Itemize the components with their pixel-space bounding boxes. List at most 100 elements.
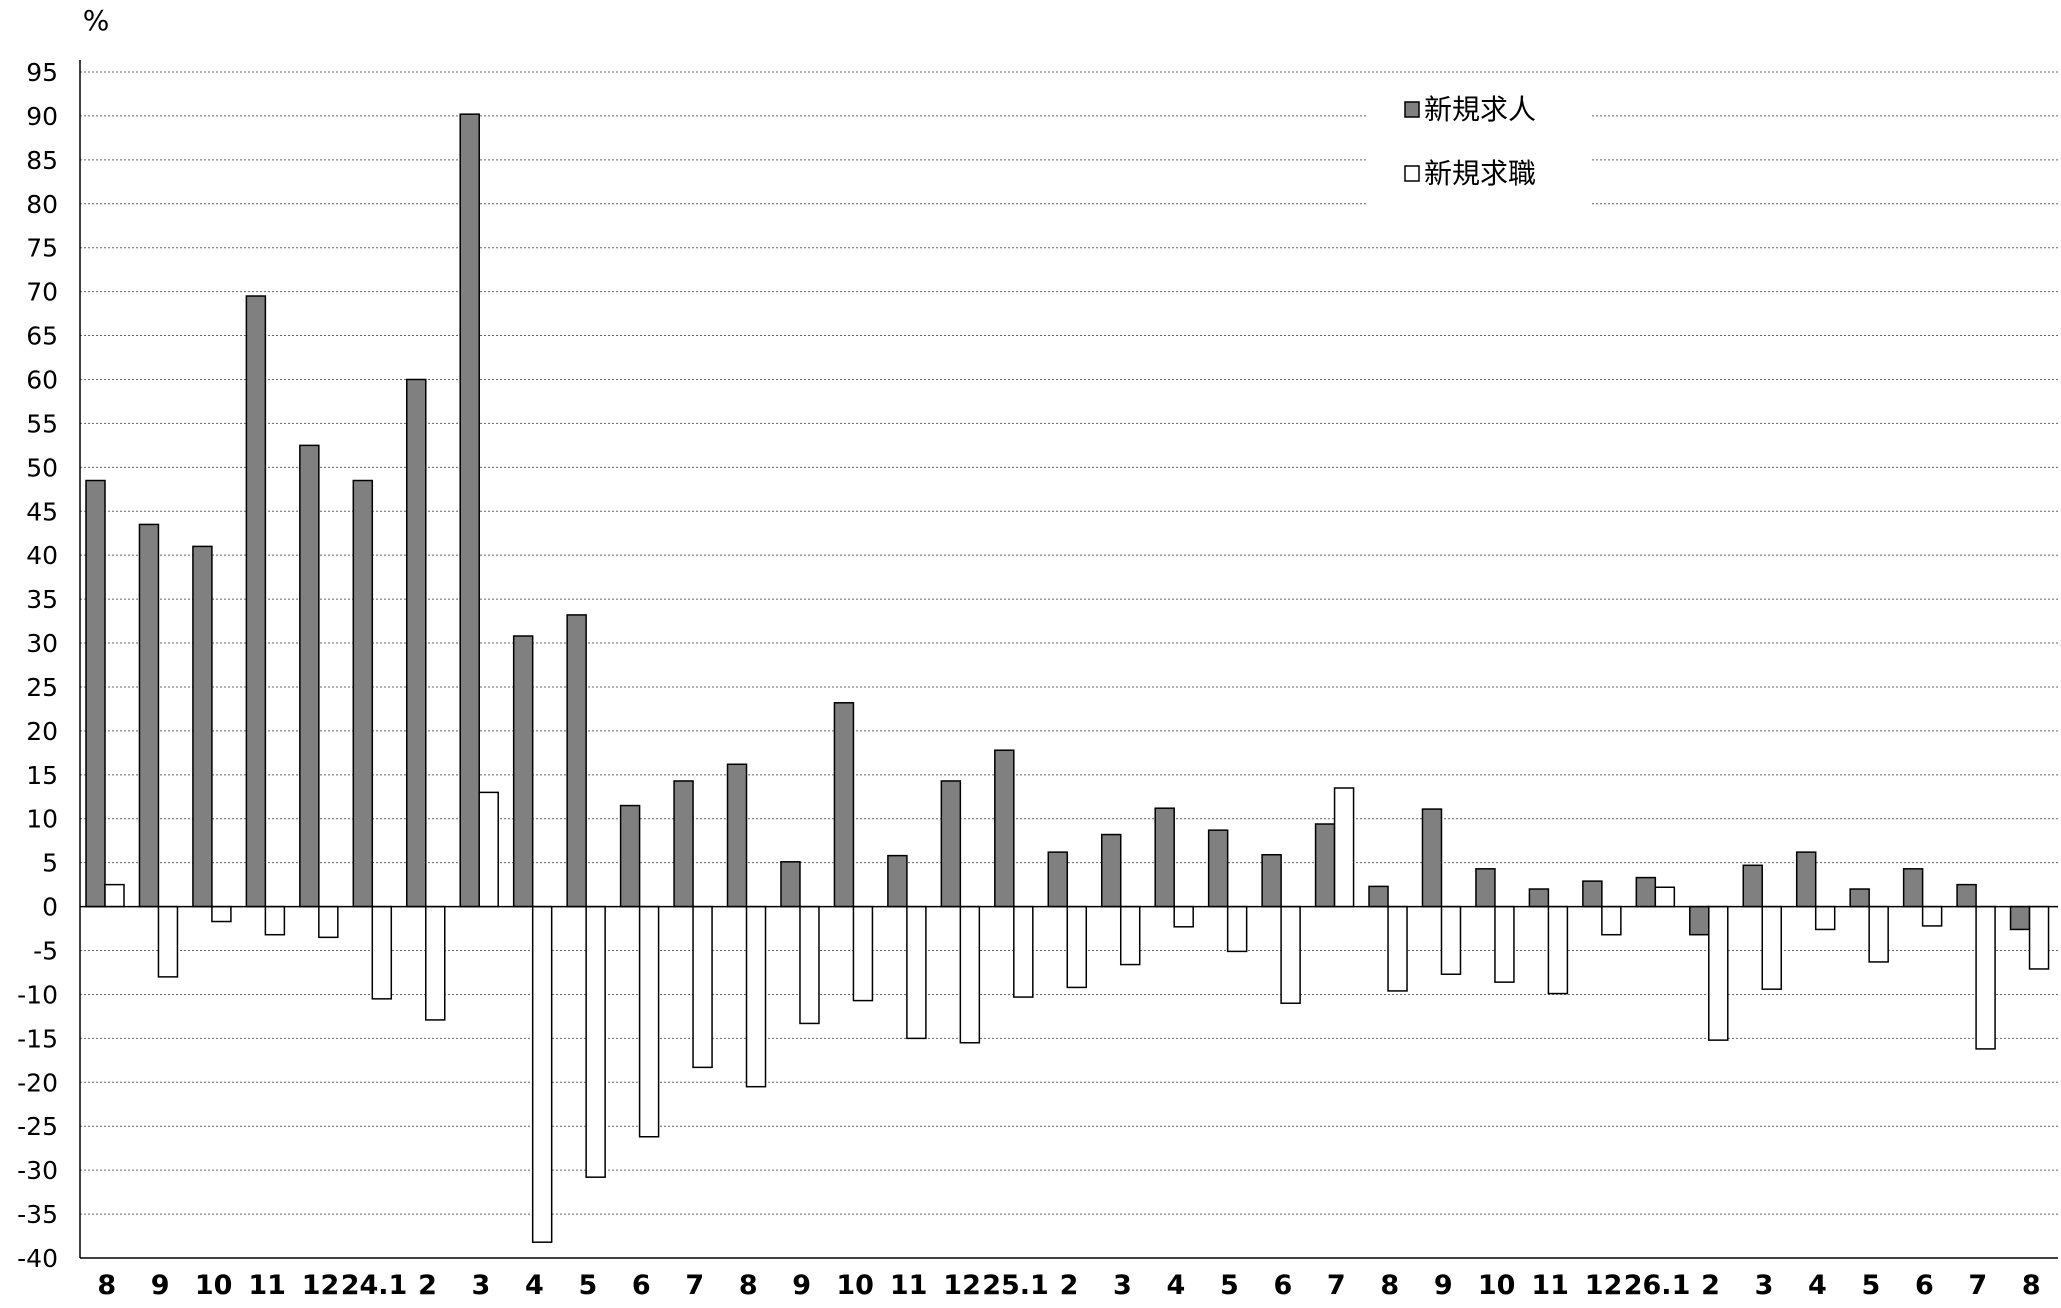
- bar-new-applicants: [371, 905, 393, 1000]
- bar-new-openings: [1207, 829, 1229, 908]
- y-axis-ticks: -40 -35 -30 -25 -20 -15 -10 -5 0 5 10 15 20 25 30 35 40 4…: [17, 58, 58, 1273]
- bar-new-applicants: [157, 905, 179, 978]
- bar-new-openings: [1635, 876, 1657, 908]
- y-tick-label: 20: [26, 717, 58, 746]
- bar-new-openings: [780, 861, 801, 908]
- y-tick-label: 40: [26, 541, 58, 570]
- bar-new-applicants: [1708, 905, 1729, 1041]
- x-tick-label: 11: [248, 1270, 286, 1301]
- y-tick-label: 10: [26, 805, 58, 834]
- bar-new-openings: [1849, 888, 1870, 908]
- bar-new-applicants: [1119, 905, 1141, 966]
- bar-new-openings: [994, 749, 1015, 908]
- bar-new-openings: [1475, 868, 1496, 908]
- y-tick-label: 85: [26, 146, 58, 175]
- x-tick-label: 6: [1273, 1270, 1292, 1301]
- bar-new-applicants: [906, 905, 927, 1040]
- y-tick-label: 45: [26, 497, 58, 526]
- legend-swatch: [1404, 165, 1420, 182]
- bar-new-openings: [1689, 905, 1710, 936]
- x-tick-label: 7: [685, 1270, 704, 1301]
- gridlines: [80, 71, 2058, 1215]
- x-tick-label: 6: [1915, 1270, 1934, 1301]
- y-tick-label: 30: [26, 629, 58, 658]
- x-tick-label: 12: [943, 1270, 981, 1301]
- y-tick-label: 80: [26, 190, 58, 219]
- bars: [85, 113, 2050, 1243]
- x-tick-label: 2: [1060, 1270, 1079, 1301]
- bar-new-applicants: [1547, 905, 1569, 995]
- bar-new-openings: [2009, 905, 2031, 931]
- bar-new-openings: [673, 780, 694, 908]
- bar-new-openings: [459, 113, 480, 908]
- bar-new-openings: [299, 444, 320, 908]
- y-tick-label: 25: [26, 673, 58, 702]
- bar-new-openings: [566, 614, 587, 908]
- x-tick-label: 10: [836, 1270, 874, 1301]
- bar-new-openings: [940, 780, 962, 908]
- y-tick-label: 90: [26, 102, 58, 131]
- bar-new-applicants: [1280, 905, 1301, 1004]
- x-tick-label: 4: [1167, 1270, 1186, 1301]
- x-tick-label: 9: [1434, 1270, 1453, 1301]
- x-tick-label: 7: [1968, 1270, 1987, 1301]
- y-tick-label: -35: [17, 1200, 58, 1229]
- bar-new-openings: [85, 479, 106, 908]
- x-tick-label: 10: [1478, 1270, 1516, 1301]
- bar-new-applicants: [1440, 905, 1462, 975]
- y-axis-label: %: [83, 4, 110, 37]
- x-tick-label: 26.1: [1624, 1270, 1691, 1301]
- bar-new-applicants: [1868, 905, 1889, 963]
- x-tick-label: 8: [739, 1270, 758, 1301]
- bar-new-openings: [138, 523, 160, 908]
- bar-new-applicants: [264, 905, 286, 936]
- bar-new-openings: [726, 763, 748, 908]
- x-tick-label: 9: [151, 1270, 170, 1301]
- bar-new-applicants: [1013, 905, 1034, 998]
- bar-new-applicants: [1387, 905, 1408, 992]
- bar-new-openings: [245, 295, 267, 908]
- bar-new-applicants: [1226, 905, 1248, 953]
- bar-new-applicants: [2028, 905, 2050, 970]
- bar-new-applicants: [959, 905, 981, 1044]
- bar-new-openings: [833, 702, 855, 908]
- x-tick-label: 2: [1701, 1270, 1720, 1301]
- x-tick-label: 11: [1531, 1270, 1569, 1301]
- bar-new-openings: [1528, 888, 1550, 908]
- y-tick-label: 0: [42, 893, 58, 922]
- y-tick-label: 15: [26, 761, 58, 790]
- x-tick-label: 3: [472, 1270, 491, 1301]
- bar-new-openings: [1421, 808, 1443, 908]
- bar-new-applicants: [318, 905, 339, 939]
- bar-new-applicants: [211, 905, 232, 923]
- x-tick-label: 25.1: [982, 1270, 1049, 1301]
- bar-new-openings: [1582, 880, 1603, 908]
- bar-new-applicants: [1814, 905, 1836, 931]
- axes: [79, 60, 2058, 1259]
- y-tick-label: 5: [42, 849, 58, 878]
- y-tick-label: -20: [17, 1068, 58, 1097]
- x-tick-label: 2: [418, 1270, 437, 1301]
- x-tick-label: 8: [97, 1270, 116, 1301]
- bar-new-applicants: [1333, 787, 1355, 908]
- x-tick-label: 9: [792, 1270, 811, 1301]
- x-tick-label: 5: [1220, 1270, 1239, 1301]
- y-tick-label: 35: [26, 585, 58, 614]
- x-tick-label: 11: [890, 1270, 928, 1301]
- y-tick-label: -5: [33, 937, 58, 966]
- x-axis-ticks: 8 9 10 11 12 24.1 2 3 4 5 6 7 8 9 10 11 12 25.1 2 3 4 5 6 7 8 9 10…: [97, 1270, 2040, 1301]
- bar-new-applicants: [692, 905, 713, 1069]
- x-tick-label: 24.1: [341, 1270, 408, 1301]
- y-tick-label: -10: [17, 980, 58, 1009]
- y-tick-label: -15: [17, 1024, 58, 1053]
- bar-new-applicants: [1654, 886, 1676, 908]
- bar-new-applicants: [1066, 905, 1088, 989]
- bar-new-applicants: [1601, 905, 1622, 936]
- x-tick-label: 7: [1327, 1270, 1346, 1301]
- y-tick-label: -40: [17, 1244, 58, 1273]
- x-tick-label: 12: [302, 1270, 340, 1301]
- bar-new-openings: [406, 378, 427, 908]
- bar-new-openings: [1368, 885, 1389, 908]
- y-tick-label: 70: [26, 278, 58, 307]
